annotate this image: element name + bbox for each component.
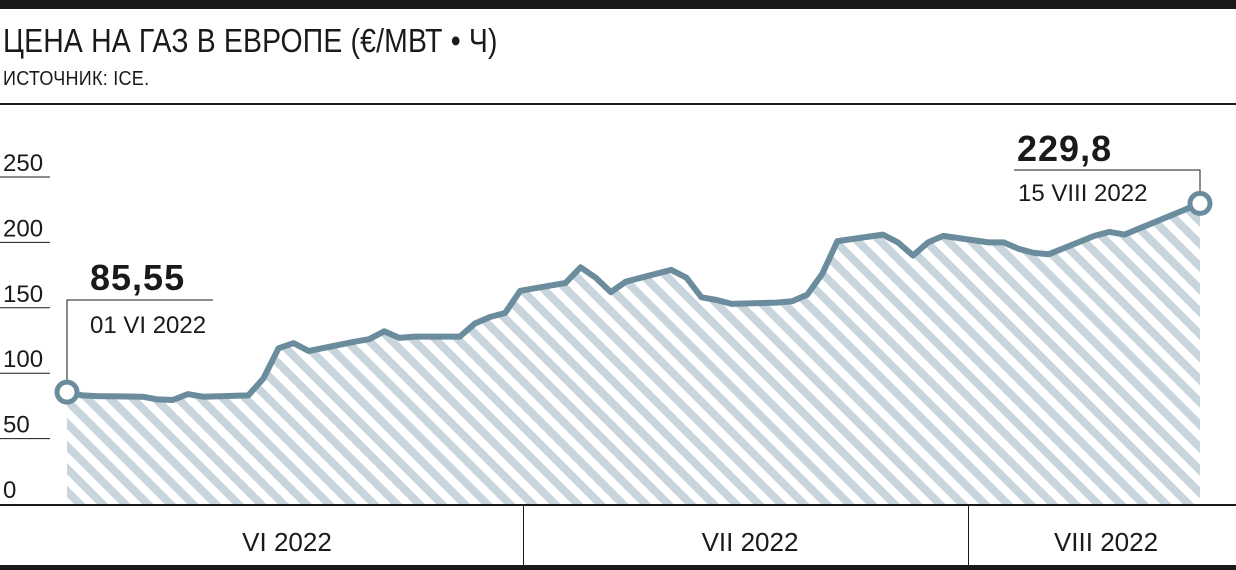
- start-annotation-leader: [66, 299, 213, 381]
- y-tick-label: 100: [3, 346, 43, 373]
- start-value-label: 85,55: [90, 257, 185, 298]
- top-rule: [0, 0, 1236, 9]
- end-annotation-leader: [1014, 169, 1201, 192]
- start-date-label: 01 VI 2022: [90, 312, 206, 339]
- month-label-jun: VI 2022: [242, 527, 332, 557]
- y-tick-label: 250: [3, 150, 43, 177]
- bottom-rule: [0, 565, 1236, 570]
- end-value-label: 229,8: [1017, 128, 1112, 169]
- y-tick-label: 0: [3, 477, 16, 504]
- y-tick-label: 50: [3, 412, 30, 439]
- price-area: [67, 203, 1200, 504]
- end-date-label: 15 VIII 2022: [1018, 180, 1147, 207]
- chart-title: ЦЕНА НА ГАЗ В ЕВРОПЕ (€/МВТ • Ч): [3, 22, 498, 59]
- chart-source: ИСТОЧНИК: ICE.: [3, 68, 150, 90]
- month-label-jul: VII 2022: [701, 527, 799, 557]
- y-tick-label: 200: [3, 215, 43, 242]
- axis-baseline: [0, 504, 1236, 506]
- end-point-marker: [1187, 190, 1213, 216]
- month-separator: [968, 506, 969, 566]
- header-divider: [0, 103, 1236, 105]
- month-label-aug: VIII 2022: [1053, 527, 1159, 557]
- start-point-marker: [54, 379, 80, 405]
- month-separator: [523, 506, 524, 566]
- price-line: [64, 200, 1203, 403]
- y-tick-label: 150: [3, 281, 43, 308]
